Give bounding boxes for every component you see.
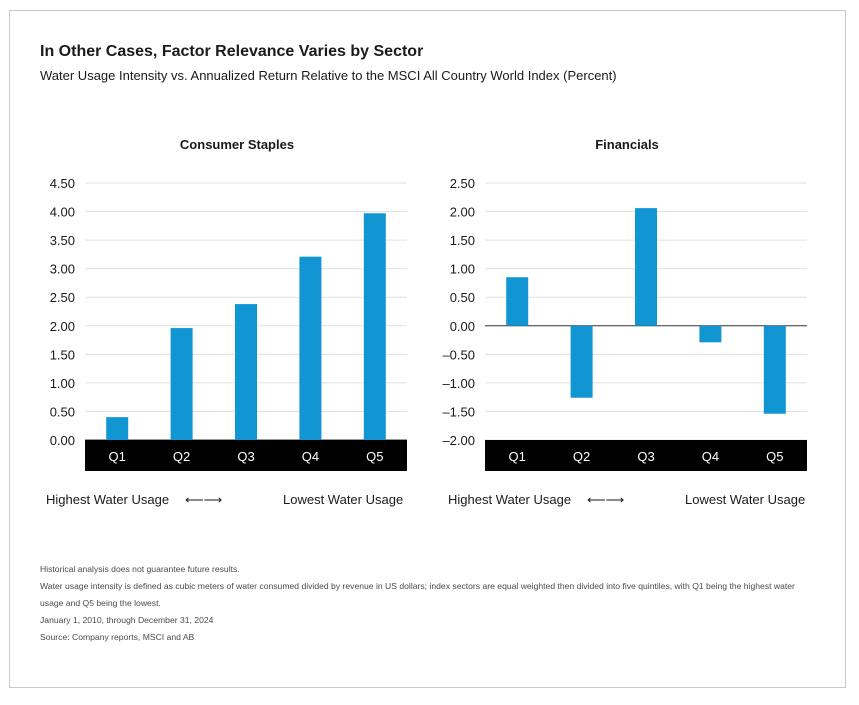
category-band bbox=[485, 440, 807, 471]
footnote-definition: Water usage intensity is defined as cubi… bbox=[40, 581, 795, 608]
bar-q5 bbox=[363, 213, 386, 440]
y-tick-label: 2.00 bbox=[450, 205, 475, 220]
y-tick-label: –1.00 bbox=[442, 376, 475, 391]
bar-q5 bbox=[763, 325, 786, 414]
x-tick-label: Q5 bbox=[366, 449, 383, 464]
footnote-disclaimer: Historical analysis does not guarantee f… bbox=[40, 564, 240, 574]
chart-financials: 2.50 2.00 1.50 1.00 0.50 0.00 –0.50 –1.00 –1.50 –… bbox=[442, 176, 807, 471]
y-tick-label: 2.50 bbox=[450, 176, 475, 191]
y-tick-label: 1.00 bbox=[50, 376, 75, 391]
y-tick-label: 2.00 bbox=[50, 319, 75, 334]
axis-note-highest-2: Highest Water Usage bbox=[448, 492, 572, 507]
figure-subtitle: Water Usage Intensity vs. Annualized Ret… bbox=[40, 68, 617, 83]
bar-q3 bbox=[635, 208, 657, 326]
y-tick-label: 0.00 bbox=[50, 433, 75, 448]
x-tick-label: Q1 bbox=[509, 449, 526, 464]
y-tick-label: –0.50 bbox=[442, 347, 475, 362]
axis-note-lowest: Lowest Water Usage bbox=[283, 492, 404, 507]
x-tick-label: Q3 bbox=[637, 449, 654, 464]
x-tick-label: Q2 bbox=[573, 449, 590, 464]
footnote-source: Source: Company reports, MSCI and AB bbox=[40, 632, 195, 642]
figure-title: In Other Cases, Factor Relevance Varies … bbox=[40, 43, 424, 60]
bar-q1 bbox=[106, 417, 129, 440]
bar-q4 bbox=[299, 256, 322, 440]
bar-q4 bbox=[699, 325, 722, 343]
chart-consumer-staples: 4.50 4.00 3.50 3.00 2.50 2.00 1.50 1.00 0.50 0.00… bbox=[50, 176, 407, 471]
footnotes: Historical analysis does not guarantee f… bbox=[40, 561, 820, 646]
axis-note-lowest-2: Lowest Water Usage bbox=[685, 492, 806, 507]
x-tick-label: Q5 bbox=[766, 449, 783, 464]
y-tick-label: 0.50 bbox=[50, 404, 75, 419]
footnote-period: January 1, 2010, through December 31, 20… bbox=[40, 615, 214, 625]
chart-title-financials: Financials bbox=[595, 137, 659, 152]
y-tick-label: 1.50 bbox=[50, 347, 75, 362]
x-tick-label: Q1 bbox=[109, 449, 126, 464]
figure-frame bbox=[9, 10, 846, 688]
double-arrow-icon-2: ⟵⟶ bbox=[587, 492, 625, 507]
y-tick-label: –2.00 bbox=[442, 433, 475, 448]
axis-note-highest: Highest Water Usage bbox=[46, 492, 170, 507]
bar-q1 bbox=[506, 277, 529, 326]
x-tick-label: Q4 bbox=[302, 449, 319, 464]
category-band bbox=[85, 440, 407, 471]
bar-q3 bbox=[235, 304, 257, 440]
bar-q2 bbox=[170, 328, 193, 440]
double-arrow-icon: ⟵⟶ bbox=[185, 492, 223, 507]
x-tick-label: Q2 bbox=[173, 449, 190, 464]
y-tick-label: 1.00 bbox=[450, 262, 475, 277]
y-tick-label: –1.50 bbox=[442, 404, 475, 419]
y-tick-label: 3.50 bbox=[50, 233, 75, 248]
chart-title-consumer-staples: Consumer Staples bbox=[179, 137, 295, 152]
x-tick-label: Q4 bbox=[702, 449, 719, 464]
bar-q2 bbox=[570, 325, 593, 398]
y-tick-label: 0.50 bbox=[450, 290, 475, 305]
y-tick-label: 4.50 bbox=[50, 176, 75, 191]
y-tick-label: 1.50 bbox=[450, 233, 475, 248]
x-tick-label: Q3 bbox=[237, 449, 254, 464]
y-tick-label: 0.00 bbox=[450, 319, 475, 334]
y-tick-label: 3.00 bbox=[50, 262, 75, 277]
y-tick-label: 4.00 bbox=[50, 205, 75, 220]
y-tick-label: 2.50 bbox=[50, 290, 75, 305]
